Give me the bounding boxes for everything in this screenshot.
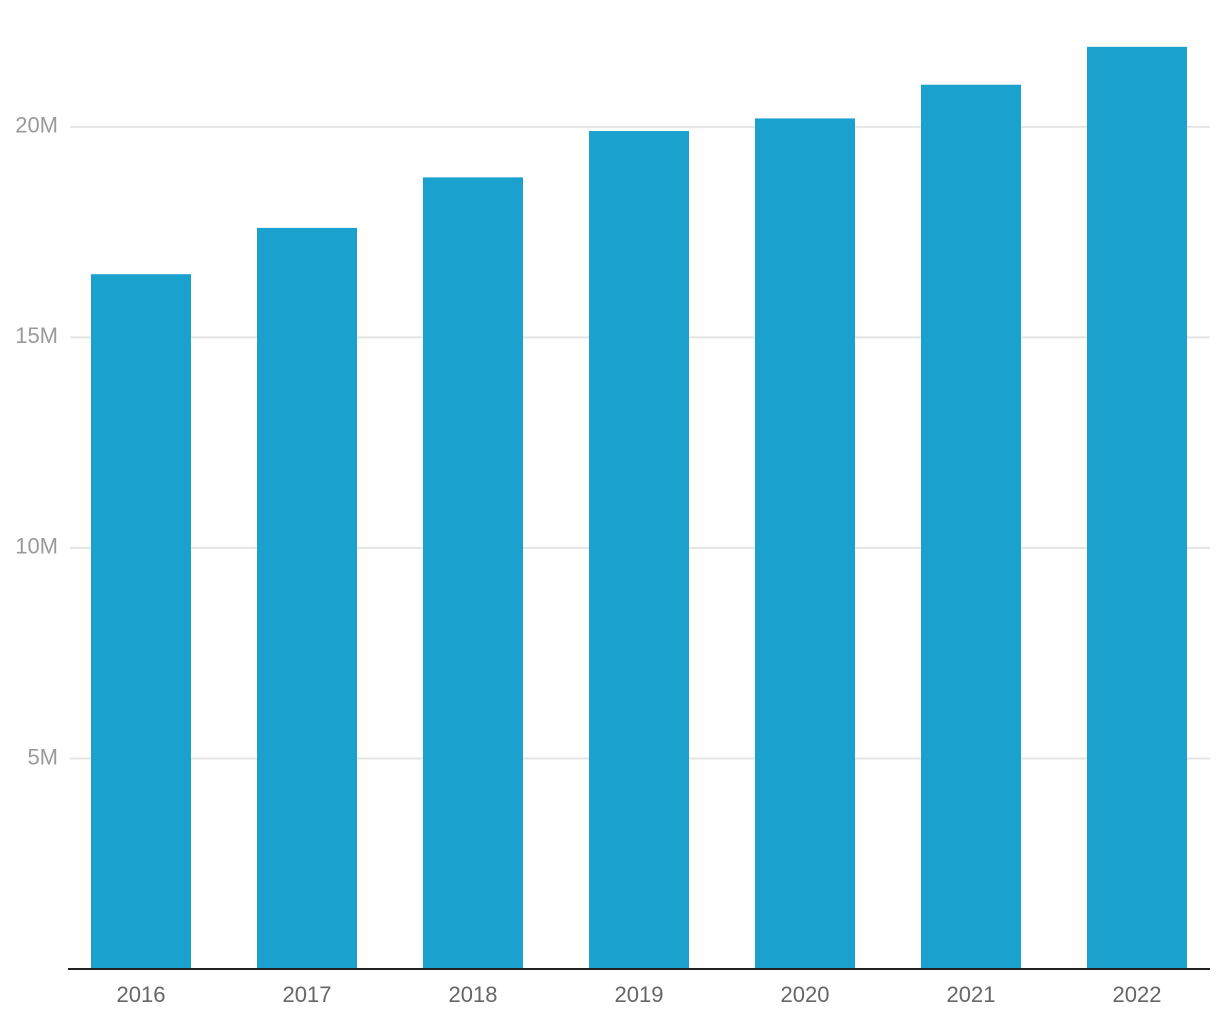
y-tick-label: 15M — [15, 323, 58, 348]
y-tick-label: 20M — [15, 113, 58, 138]
x-tick-label: 2018 — [449, 982, 498, 1007]
y-tick-label: 5M — [27, 744, 58, 769]
bar — [755, 118, 855, 969]
x-tick-label: 2019 — [615, 982, 664, 1007]
x-tick-label: 2017 — [283, 982, 332, 1007]
labels: 5M 10M 15M 20M 2016 2017 2018 2019 2020 2021 2022 — [15, 113, 1161, 1007]
bars — [91, 46, 1187, 970]
bar — [91, 274, 191, 969]
bar — [1087, 46, 1187, 969]
bar — [423, 177, 523, 970]
x-tick-label: 2016 — [117, 982, 166, 1007]
bar — [257, 227, 357, 969]
x-tick-label: 2021 — [947, 982, 996, 1007]
y-tick-label: 10M — [15, 534, 58, 559]
bar — [589, 131, 689, 969]
bar — [921, 84, 1021, 969]
x-tick-label: 2020 — [781, 982, 830, 1007]
x-tick-label: 2022 — [1113, 982, 1162, 1007]
